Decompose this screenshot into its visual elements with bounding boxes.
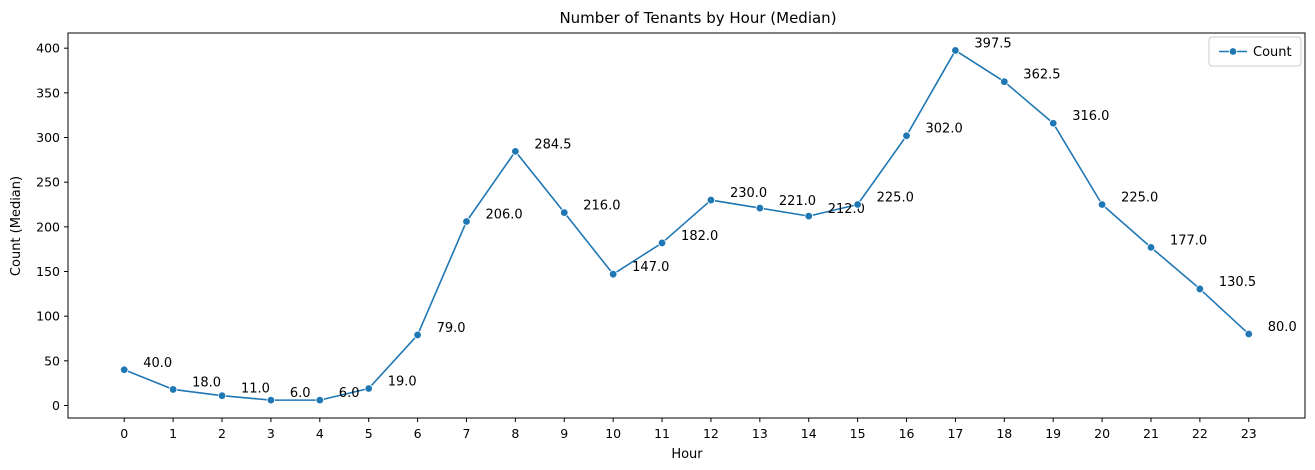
data-label: 182.0 <box>681 229 718 244</box>
data-point <box>560 208 569 217</box>
data-label: 6.0 <box>339 386 360 401</box>
data-label: 79.0 <box>437 321 466 336</box>
data-point <box>413 330 422 340</box>
data-point <box>1097 200 1107 209</box>
data-label: 284.5 <box>534 137 571 152</box>
legend-entry-count: Count <box>1253 45 1292 60</box>
data-point <box>608 269 618 279</box>
data-point <box>168 385 178 394</box>
x-tick-label: 15 <box>850 426 866 441</box>
data-point <box>1244 329 1253 339</box>
x-tick-label: 7 <box>463 426 471 441</box>
x-tick-label: 17 <box>947 426 963 441</box>
x-tick-label: 23 <box>1241 426 1257 441</box>
y-tick-label: 400 <box>36 41 60 56</box>
data-label: 18.0 <box>192 375 221 390</box>
data-point <box>1195 284 1205 294</box>
y-tick-label: 250 <box>36 175 60 190</box>
plot-frame <box>67 32 1306 419</box>
y-tick-label: 300 <box>36 130 60 145</box>
x-tick-label: 9 <box>560 426 568 441</box>
x-tick-label: 5 <box>365 426 373 441</box>
data-label: 19.0 <box>388 375 417 390</box>
data-label: 397.5 <box>974 36 1011 51</box>
data-point <box>804 211 813 221</box>
x-tick-label: 13 <box>752 426 768 441</box>
x-axis-label: Hour <box>671 447 703 462</box>
data-point <box>706 195 716 205</box>
data-point <box>364 384 373 393</box>
y-tick-label: 50 <box>44 353 60 368</box>
x-tick-label: 8 <box>511 426 519 441</box>
data-point <box>951 46 960 55</box>
x-tick-label: 14 <box>801 426 817 441</box>
data-point <box>315 395 325 405</box>
data-point <box>755 203 765 213</box>
data-point <box>853 200 862 209</box>
data-point <box>511 147 520 156</box>
data-label: 147.0 <box>632 260 669 275</box>
y-tick-label: 200 <box>36 219 60 234</box>
series-line-count <box>123 49 1250 401</box>
x-tick-label: 18 <box>996 426 1012 441</box>
y-axis-label: Count (Median) <box>9 176 24 276</box>
data-label: 6.0 <box>290 386 311 401</box>
data-label: 11.0 <box>241 382 270 397</box>
x-tick-label: 10 <box>605 426 621 441</box>
data-label: 80.0 <box>1268 320 1297 335</box>
data-point <box>120 365 129 374</box>
data-point <box>1146 243 1156 252</box>
data-label: 206.0 <box>485 207 522 222</box>
legend-marker-swatch <box>1228 47 1238 56</box>
legend-box <box>1208 36 1302 67</box>
data-point <box>462 217 471 226</box>
legend: Count <box>1208 36 1302 67</box>
x-tick-label: 12 <box>703 426 719 441</box>
data-label: 177.0 <box>1170 233 1207 248</box>
data-label: 230.0 <box>730 186 767 201</box>
data-label: 302.0 <box>926 122 963 137</box>
chart-title: Number of Tenants by Hour (Median) <box>559 9 836 27</box>
data-point <box>902 131 911 140</box>
x-tick-label: 20 <box>1094 426 1110 441</box>
data-point <box>1000 77 1009 86</box>
x-tick-label: 11 <box>654 426 670 441</box>
y-tick-label: 100 <box>36 309 60 324</box>
data-point <box>1048 119 1058 128</box>
data-point <box>657 238 667 248</box>
x-tick-label: 16 <box>899 426 915 441</box>
x-tick-label: 3 <box>267 426 275 441</box>
data-label: 40.0 <box>143 356 172 371</box>
x-tick-label: 2 <box>218 426 226 441</box>
x-tick-label: 19 <box>1045 426 1061 441</box>
y-tick-label: 150 <box>36 264 60 279</box>
x-tick-label: 1 <box>169 426 177 441</box>
data-label: 130.5 <box>1219 275 1256 290</box>
data-label: 362.5 <box>1023 68 1060 83</box>
data-point <box>266 395 276 405</box>
x-tick-label: 6 <box>414 426 422 441</box>
y-tick-label: 350 <box>36 85 60 100</box>
data-label: 316.0 <box>1072 109 1109 124</box>
x-tick-label: 22 <box>1192 426 1208 441</box>
data-point <box>217 391 227 400</box>
data-label: 221.0 <box>779 194 816 209</box>
data-label: 216.0 <box>583 199 620 214</box>
x-tick-label: 4 <box>316 426 324 441</box>
data-label: 225.0 <box>1121 191 1158 206</box>
data-label: 225.0 <box>877 191 914 206</box>
x-tick-label: 0 <box>120 426 128 441</box>
x-tick-label: 21 <box>1143 426 1159 441</box>
y-tick-label: 0 <box>52 398 60 413</box>
